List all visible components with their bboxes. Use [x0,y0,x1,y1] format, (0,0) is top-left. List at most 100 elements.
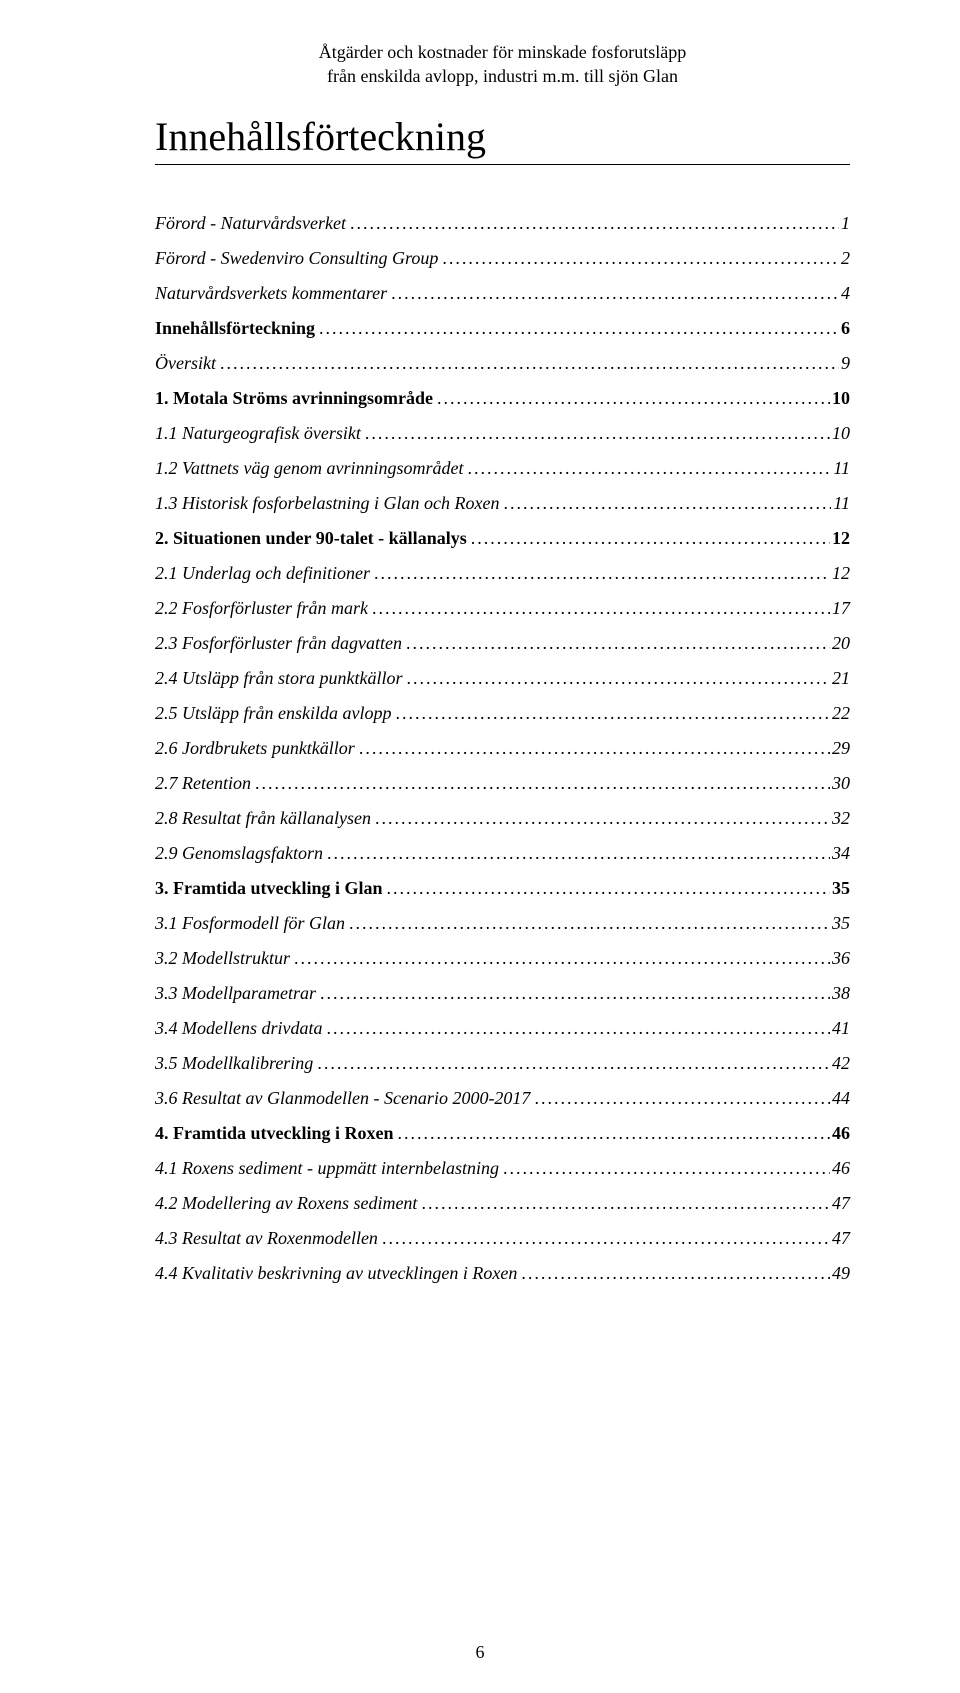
toc-entry-title: 3. Framtida utveckling i Glan [155,878,383,899]
toc-entry-title: 4.4 Kvalitativ beskrivning av utveckling… [155,1263,517,1284]
toc-entry-page: 34 [830,843,850,864]
toc-entry: 4. Framtida utveckling i Roxen 46 [155,1123,850,1144]
toc-entry-page: 42 [830,1053,850,1074]
toc-leader [383,878,830,899]
toc-entry-title: 1.3 Historisk fosforbelastning i Glan oc… [155,493,499,514]
toc-entry-title: 1.1 Naturgeografisk översikt [155,423,361,444]
toc-leader [438,248,839,269]
toc-leader [467,528,830,549]
toc-leader [378,1228,830,1249]
toc-entry-page: 9 [839,353,850,374]
toc-entry-page: 38 [830,983,850,1004]
toc-entry-title: 1.2 Vattnets väg genom avrinningsområdet [155,458,463,479]
toc-entry-title: 3.5 Modellkalibrering [155,1053,313,1074]
toc-entry-page: 11 [831,458,850,479]
toc-entry-title: 4.3 Resultat av Roxenmodellen [155,1228,378,1249]
toc-leader [371,808,830,829]
toc-leader [403,668,830,689]
toc-leader [463,458,831,479]
toc-leader [530,1088,830,1109]
toc-entry-page: 44 [830,1088,850,1109]
title-rule [155,164,850,165]
toc-entry: 4.1 Roxens sediment - uppmätt internbela… [155,1158,850,1179]
toc-entry-title: 2.3 Fosforförluster från dagvatten [155,633,402,654]
toc-entry: 3.5 Modellkalibrering 42 [155,1053,850,1074]
toc-leader [394,1123,831,1144]
toc-entry-title: 2.4 Utsläpp från stora punktkällor [155,668,403,689]
toc-entry-title: 2. Situationen under 90-talet - källanal… [155,528,467,549]
toc-leader [368,598,830,619]
toc-leader [216,353,839,374]
document-page: Åtgärder och kostnader för minskade fosf… [0,0,960,1693]
toc-entry-title: Förord - Swedenviro Consulting Group [155,248,438,269]
toc-entry-page: 20 [830,633,850,654]
toc-entry-title: Naturvårdsverkets kommentarer [155,283,387,304]
toc-leader [322,1018,830,1039]
toc-entry: 4.4 Kvalitativ beskrivning av utveckling… [155,1263,850,1284]
page-header: Åtgärder och kostnader för minskade fosf… [155,40,850,89]
toc-entry: 2.4 Utsläpp från stora punktkällor 21 [155,668,850,689]
toc-leader [392,703,831,724]
toc-leader [251,773,830,794]
page-title: Innehållsförteckning [155,113,850,160]
toc-entry-title: 1. Motala Ströms avrinningsområde [155,388,433,409]
toc-entry-page: 2 [839,248,850,269]
toc-leader [345,913,830,934]
toc-leader [361,423,830,444]
toc-entry: 2.7 Retention30 [155,773,850,794]
toc-entry: 2.5 Utsläpp från enskilda avlopp 22 [155,703,850,724]
toc-entry-page: 36 [830,948,850,969]
toc-entry-title: 2.6 Jordbrukets punktkällor [155,738,355,759]
toc-entry-page: 46 [830,1158,850,1179]
toc-entry: 4.3 Resultat av Roxenmodellen47 [155,1228,850,1249]
toc-entry-page: 46 [830,1123,850,1144]
toc-leader [323,843,830,864]
toc-entry: 3. Framtida utveckling i Glan35 [155,878,850,899]
toc-entry: 2.8 Resultat från källanalysen32 [155,808,850,829]
toc-entry: Förord - Swedenviro Consulting Group 2 [155,248,850,269]
toc-leader [370,563,830,584]
toc-entry: 3.2 Modellstruktur 36 [155,948,850,969]
toc-entry-title: 2.9 Genomslagsfaktorn [155,843,323,864]
toc-entry: 1.1 Naturgeografisk översikt 10 [155,423,850,444]
toc-entry-page: 6 [839,318,850,339]
toc-entry-title: 4. Framtida utveckling i Roxen [155,1123,394,1144]
toc-entry: Innehållsförteckning6 [155,318,850,339]
toc-entry: 2.2 Fosforförluster från mark17 [155,598,850,619]
toc-entry-title: 2.2 Fosforförluster från mark [155,598,368,619]
toc-entry-title: 3.1 Fosformodell för Glan [155,913,345,934]
toc-entry: 2.9 Genomslagsfaktorn 34 [155,843,850,864]
toc-entry: 1.2 Vattnets väg genom avrinningsområdet… [155,458,850,479]
toc-entry-page: 35 [830,913,850,934]
toc-entry: 2.6 Jordbrukets punktkällor 29 [155,738,850,759]
toc-leader [433,388,830,409]
toc-entry-title: 3.4 Modellens drivdata [155,1018,322,1039]
toc-entry: Översikt9 [155,353,850,374]
toc-entry-title: 4.1 Roxens sediment - uppmätt internbela… [155,1158,499,1179]
header-line-2: från enskilda avlopp, industri m.m. till… [155,64,850,88]
toc-leader [313,1053,830,1074]
toc-leader [315,318,839,339]
toc-entry: 1. Motala Ströms avrinningsområde10 [155,388,850,409]
toc-entry: Förord - Naturvårdsverket1 [155,213,850,234]
toc-leader [387,283,839,304]
toc-entry: 3.3 Modellparametrar 38 [155,983,850,1004]
toc-entry: 3.6 Resultat av Glanmodellen - Scenario … [155,1088,850,1109]
toc-leader [316,983,830,1004]
toc-entry-title: 3.3 Modellparametrar [155,983,316,1004]
toc-entry-page: 41 [830,1018,850,1039]
toc-entry-title: 3.2 Modellstruktur [155,948,290,969]
toc-leader [417,1193,830,1214]
toc-entry-title: 2.5 Utsläpp från enskilda avlopp [155,703,392,724]
toc-entry-page: 21 [830,668,850,689]
toc-entry: 3.1 Fosformodell för Glan 35 [155,913,850,934]
toc-entry-page: 12 [830,563,850,584]
toc-entry-page: 10 [830,423,850,444]
toc-leader [499,493,831,514]
toc-entry-page: 49 [830,1263,850,1284]
toc-entry-page: 29 [830,738,850,759]
toc-entry-page: 22 [830,703,850,724]
toc-entry: 2.1 Underlag och definitioner12 [155,563,850,584]
toc-entry: 2. Situationen under 90-talet - källanal… [155,528,850,549]
toc-entry-title: Förord - Naturvårdsverket [155,213,346,234]
